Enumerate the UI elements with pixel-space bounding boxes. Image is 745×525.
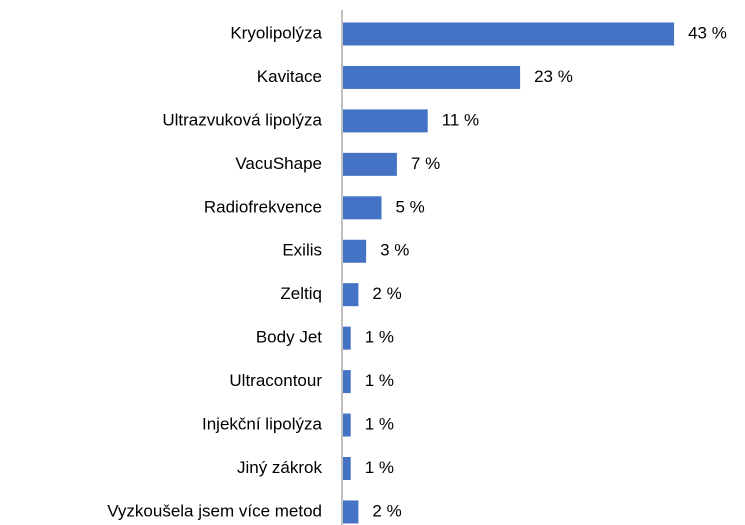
category-label: Ultracontour — [229, 371, 322, 390]
category-label: Exilis — [282, 241, 322, 260]
category-label: Kryolipolýza — [230, 23, 322, 42]
value-label: 11 % — [442, 110, 480, 129]
category-label: Injekční lipolýza — [202, 415, 323, 434]
category-label: VacuShape — [235, 154, 322, 173]
category-label: Zeltiq — [280, 284, 322, 303]
category-label: Jiný zákrok — [237, 458, 323, 477]
bar — [343, 152, 397, 176]
value-label: 2 % — [372, 284, 401, 303]
bar — [343, 65, 521, 89]
bar — [343, 370, 351, 394]
bar — [343, 196, 382, 220]
category-label: Kavitace — [257, 67, 322, 86]
bar — [343, 22, 675, 46]
value-label: 43 % — [688, 23, 727, 42]
bar — [343, 109, 428, 133]
bar — [343, 326, 351, 350]
value-label: 23 % — [534, 67, 573, 86]
value-label: 2 % — [372, 501, 401, 520]
value-label: 1 % — [365, 371, 394, 390]
value-label: 1 % — [365, 415, 394, 434]
value-label: 5 % — [396, 197, 425, 216]
value-label: 3 % — [380, 241, 409, 260]
value-label: 1 % — [365, 328, 394, 347]
category-label: Vyzkoušela jsem více metod — [107, 501, 322, 520]
value-label: 7 % — [411, 154, 440, 173]
bar — [343, 500, 359, 524]
bar — [343, 413, 351, 437]
category-label: Body Jet — [256, 328, 322, 347]
bar — [343, 283, 359, 307]
category-label: Radiofrekvence — [204, 197, 322, 216]
bar — [343, 457, 351, 480]
value-label: 1 % — [365, 458, 394, 477]
bar — [343, 239, 367, 263]
category-label: Ultrazvuková lipolýza — [162, 110, 322, 129]
